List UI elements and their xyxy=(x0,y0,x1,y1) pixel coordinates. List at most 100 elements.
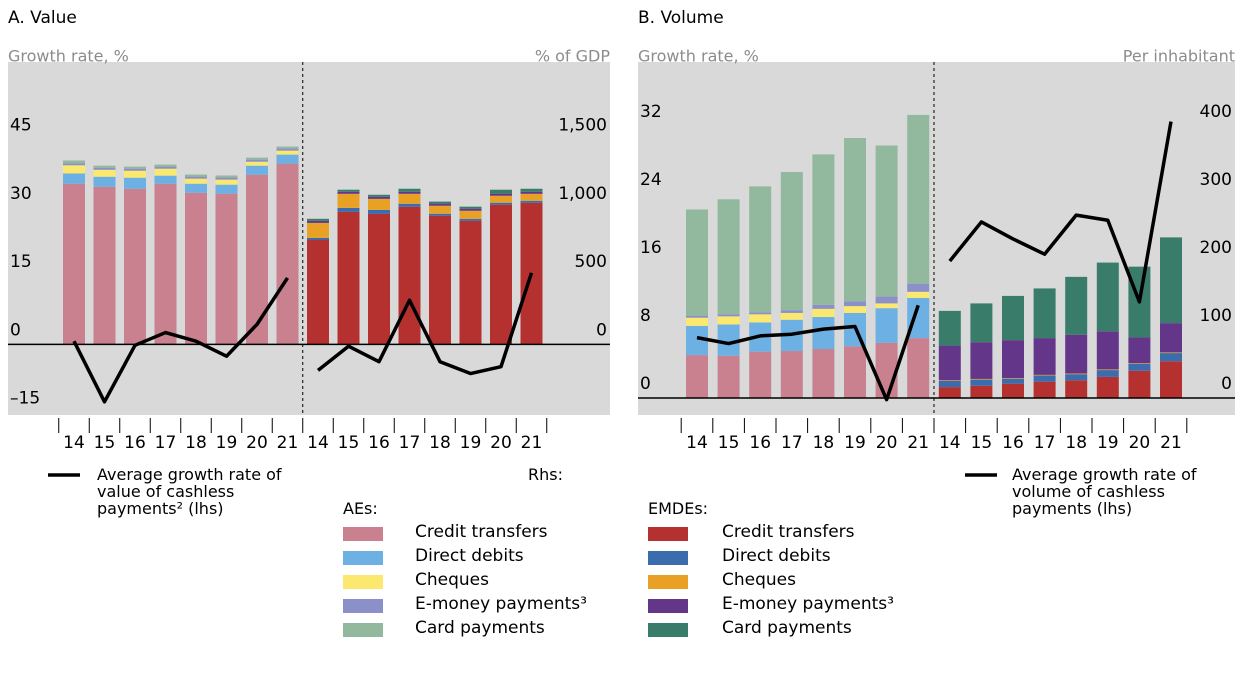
bar-segment xyxy=(844,346,866,398)
bar-segment xyxy=(875,342,898,398)
line-series xyxy=(72,276,289,404)
bar-segment xyxy=(717,316,740,325)
bar-segment xyxy=(1128,363,1151,371)
y-tick-label: –15 xyxy=(10,389,40,409)
y2-tick-label: 100 xyxy=(1200,306,1232,326)
bar-segment xyxy=(63,183,85,345)
bar-segment xyxy=(215,193,238,345)
y2-tick-label: 300 xyxy=(1200,170,1232,190)
bar-segment xyxy=(490,202,512,205)
bar-segment xyxy=(246,159,268,162)
bar-segment xyxy=(1033,374,1056,376)
x-tick-label: 20 xyxy=(1129,433,1151,453)
bar-segment xyxy=(276,163,299,345)
bar-segment xyxy=(307,218,329,221)
legend-swatch xyxy=(343,623,383,637)
bar-segment xyxy=(812,308,835,318)
y-tick-label: 0 xyxy=(10,320,21,340)
legend-label: Direct debits xyxy=(415,546,524,566)
bar-segment xyxy=(246,161,268,166)
legend-label: Average growth rate of volume of cashles… xyxy=(1012,465,1197,518)
bar-segment xyxy=(1096,376,1119,398)
y2-tick-label: 1,500 xyxy=(558,115,607,135)
bar-segment xyxy=(970,385,993,398)
bar-segment xyxy=(276,148,299,151)
y-tick-label: 32 xyxy=(640,102,662,122)
bar-segment xyxy=(686,317,708,326)
bar-segment xyxy=(124,188,146,345)
legend-label: Average growth rate of value of cashless… xyxy=(97,465,282,518)
bar-segment xyxy=(1160,352,1182,354)
bar-segment xyxy=(520,191,543,194)
bar-segment xyxy=(780,312,803,320)
bar-segment xyxy=(520,188,543,192)
legend-swatch xyxy=(343,551,383,565)
legend-group: AEs: xyxy=(343,499,378,518)
x-tick-label: 18 xyxy=(813,433,835,453)
line-series xyxy=(696,304,920,402)
panel-title: A. Value xyxy=(8,8,77,28)
bar-segment xyxy=(1033,338,1056,375)
y-tick-label: 0 xyxy=(640,374,651,394)
bar-segment xyxy=(276,146,299,149)
bar-segment xyxy=(185,178,207,184)
bar-segment xyxy=(215,177,238,180)
bar-segment xyxy=(938,310,961,346)
bar-segment xyxy=(970,378,993,380)
bar-segment xyxy=(686,355,708,398)
bar-segment xyxy=(1065,380,1088,398)
bar-segment xyxy=(1065,334,1088,374)
y-tick-label: 30 xyxy=(10,184,32,204)
x-tick-label: 17 xyxy=(1034,433,1056,453)
bar-segment xyxy=(185,192,207,345)
bar-segment xyxy=(1128,370,1151,398)
y-tick-label: 16 xyxy=(640,238,662,258)
bar-segment xyxy=(1033,381,1056,398)
legend-swatch xyxy=(343,527,383,541)
bar-segment xyxy=(337,211,360,345)
x-tick-label: 17 xyxy=(781,433,803,453)
bar-segment xyxy=(749,186,772,313)
legend-swatch xyxy=(648,623,688,637)
bar-segment xyxy=(844,138,866,302)
bar-segment xyxy=(93,167,116,170)
bar-segment xyxy=(938,380,961,381)
legend-label: Card payments xyxy=(722,618,852,638)
y-axis-label: Growth rate, % xyxy=(8,47,129,66)
bar-segment xyxy=(185,176,207,179)
legend-swatch xyxy=(648,575,688,589)
bar-segment xyxy=(429,203,451,206)
bar-segment xyxy=(717,314,740,317)
y2-tick-label: 1,000 xyxy=(558,184,607,204)
x-tick-label: 18 xyxy=(185,433,207,453)
bar-segment xyxy=(215,175,238,178)
x-tick-label: 16 xyxy=(1002,433,1024,453)
bar-segment xyxy=(970,303,993,343)
bar-segment xyxy=(429,205,451,214)
x-tick-label: 16 xyxy=(124,433,146,453)
legend-label: E-money payments³ xyxy=(722,594,894,614)
bar-segment xyxy=(1160,323,1182,353)
bar-segment xyxy=(1033,375,1056,382)
bar-segment xyxy=(1160,361,1182,398)
line-series xyxy=(948,121,1173,304)
bar-segment xyxy=(1128,363,1151,364)
bar-segment xyxy=(490,204,512,345)
x-tick-label: 14 xyxy=(686,433,708,453)
bar-segment xyxy=(124,170,146,178)
y2-tick-label: 400 xyxy=(1200,102,1232,122)
bar-segment xyxy=(398,193,421,204)
x-tick-label: 15 xyxy=(718,433,740,453)
bar-segment xyxy=(686,315,708,318)
bar-segment xyxy=(1128,337,1151,364)
legend-swatch xyxy=(648,599,688,613)
x-tick-label: 17 xyxy=(155,433,177,453)
bar-segment xyxy=(812,317,835,349)
bar-segment xyxy=(124,177,146,189)
bar-segment xyxy=(490,195,512,203)
bar-segment xyxy=(307,222,329,238)
bar-segment xyxy=(93,169,116,177)
bar-segment xyxy=(1096,369,1119,371)
bar-segment xyxy=(276,154,299,164)
